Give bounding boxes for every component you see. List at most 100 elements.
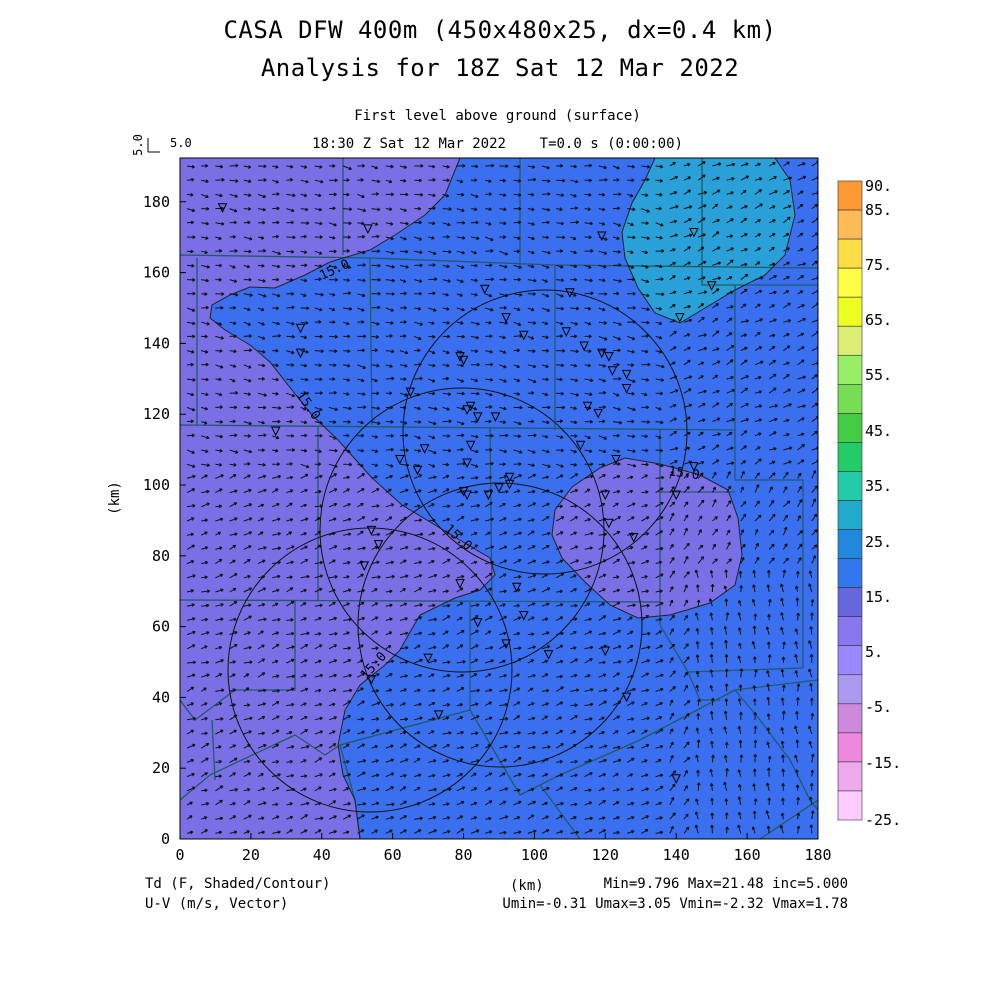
wind-vector xyxy=(385,179,393,184)
colorbar-label: 25. xyxy=(865,533,892,551)
wind-vector xyxy=(484,587,493,593)
station-marker xyxy=(511,582,522,593)
wind-vector xyxy=(442,673,451,678)
wind-vector xyxy=(598,816,606,820)
wind-vector xyxy=(371,463,379,467)
wind-vector xyxy=(428,617,438,622)
wind-vector xyxy=(655,560,663,565)
wind-vector xyxy=(215,729,224,735)
wind-vector xyxy=(371,222,379,226)
wind-vector xyxy=(286,531,293,536)
wind-vector xyxy=(570,516,579,522)
wind-vector xyxy=(669,375,678,380)
y-tick-label: 60 xyxy=(152,618,170,636)
wind-vector xyxy=(783,247,790,252)
wind-vector xyxy=(257,363,266,368)
wind-vector xyxy=(584,419,593,424)
wind-vector xyxy=(570,277,578,282)
wind-vector xyxy=(612,178,620,182)
wind-vector xyxy=(456,773,464,778)
wind-vector xyxy=(442,419,452,424)
wind-vector xyxy=(385,786,394,792)
wind-vector xyxy=(428,645,437,650)
wind-vector xyxy=(570,688,580,692)
wind-vector xyxy=(257,321,265,326)
wind-vector xyxy=(428,321,435,325)
wind-vector xyxy=(243,193,252,197)
wind-vector xyxy=(555,815,564,820)
wind-vector xyxy=(698,461,705,465)
wind-vector xyxy=(371,348,378,353)
wind-vector xyxy=(485,716,493,721)
wind-vector xyxy=(710,583,715,593)
wind-vector xyxy=(499,517,507,522)
wind-vector xyxy=(342,814,352,820)
wind-vector xyxy=(215,588,224,593)
wind-vector xyxy=(485,517,495,522)
wind-vector xyxy=(357,234,366,239)
wind-vector xyxy=(555,743,564,749)
wind-vector xyxy=(371,688,380,693)
wind-vector xyxy=(740,418,750,423)
wind-vector xyxy=(201,589,211,594)
station-marker xyxy=(412,465,423,476)
wind-vector xyxy=(570,658,579,664)
wind-vector xyxy=(257,236,265,240)
wind-vector xyxy=(485,163,495,168)
wind-vector xyxy=(442,531,450,536)
wind-vector xyxy=(414,291,422,296)
wind-vector xyxy=(201,716,208,721)
station-marker xyxy=(405,387,416,398)
wind-vector xyxy=(470,658,479,664)
wind-vector xyxy=(584,178,592,183)
wind-vector xyxy=(555,644,564,650)
wind-vector xyxy=(371,717,380,721)
wind-vector xyxy=(272,250,281,255)
wind-vector xyxy=(257,488,267,494)
wind-vector xyxy=(414,673,422,678)
wind-vector xyxy=(795,739,800,749)
wind-vector xyxy=(243,249,252,254)
wind-vector xyxy=(442,474,450,479)
wind-vector xyxy=(726,259,734,266)
wind-vector xyxy=(428,773,436,778)
wind-vector xyxy=(669,205,679,210)
wind-vector xyxy=(754,472,760,479)
wind-vector xyxy=(768,543,775,550)
wind-vector xyxy=(186,249,194,254)
wind-vector xyxy=(598,292,608,296)
wind-vector xyxy=(257,178,267,182)
wind-vector xyxy=(570,715,578,721)
wind-vector xyxy=(754,418,762,423)
wind-vector xyxy=(570,420,578,425)
wind-vector xyxy=(726,375,734,380)
wind-vector xyxy=(484,615,493,621)
wind-vector xyxy=(456,786,466,792)
wind-vector xyxy=(641,759,648,763)
wind-vector xyxy=(300,221,310,226)
wind-vector xyxy=(371,406,381,411)
wind-vector xyxy=(428,277,438,282)
wind-vector xyxy=(385,617,393,622)
wind-vector xyxy=(314,277,322,282)
wind-vector xyxy=(328,222,337,227)
wind-vector xyxy=(513,277,521,282)
wind-vector xyxy=(343,419,351,424)
wind-vector xyxy=(740,217,748,224)
wind-vector xyxy=(343,688,353,693)
wind-vector xyxy=(753,613,758,621)
wind-vector xyxy=(711,471,717,479)
wind-vector xyxy=(768,598,772,607)
wind-vector xyxy=(215,474,224,479)
wind-vector xyxy=(485,179,492,183)
wind-vector xyxy=(456,279,464,283)
wind-vector xyxy=(414,406,421,411)
wind-vector xyxy=(698,346,708,352)
wind-vector xyxy=(385,488,392,494)
colorbar-label: 65. xyxy=(865,311,892,329)
wind-vector xyxy=(641,378,650,382)
wind-vector xyxy=(627,291,636,296)
wind-vector xyxy=(328,730,336,735)
wind-vector xyxy=(683,218,692,224)
wind-vector xyxy=(737,725,742,735)
